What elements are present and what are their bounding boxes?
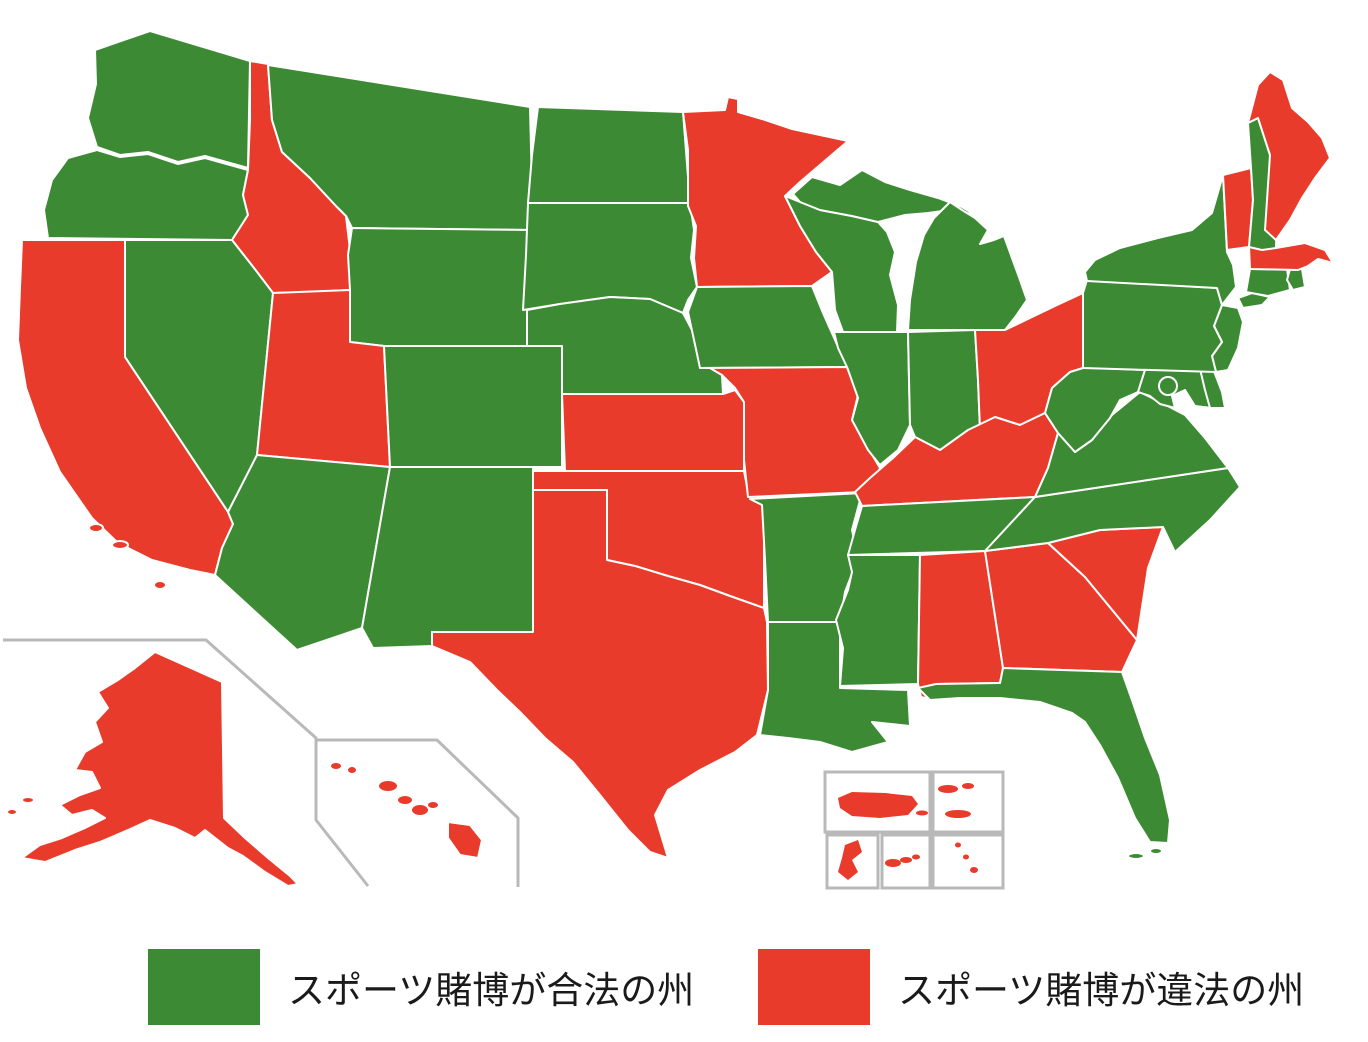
legend-item-legal: スポーツ賭博が合法の州 [148, 949, 694, 1025]
legend: スポーツ賭博が合法の州 スポーツ賭博が違法の州 [0, 948, 1368, 1028]
state-north-dakota [527, 106, 691, 204]
alaska-inset-border [3, 638, 370, 887]
territory-northern-mariana-islands [955, 842, 978, 873]
territory-puerto-rico [838, 792, 928, 818]
territory-us-virgin-islands [938, 783, 974, 818]
illegal-color-swatch [758, 949, 870, 1025]
state-washington [87, 30, 251, 169]
state-california [17, 239, 234, 590]
state-pennsylvania [1082, 279, 1223, 373]
state-texas [431, 489, 769, 859]
state-iowa [687, 285, 848, 369]
legend-item-illegal: スポーツ賭博が違法の州 [758, 949, 1304, 1025]
territory-american-samoa [885, 854, 920, 867]
hawaii-inset-border [316, 738, 520, 887]
state-oregon [43, 149, 249, 241]
state-michigan [792, 169, 1028, 331]
state-tennessee [847, 496, 1036, 556]
northern-marianas-inset-box [931, 833, 1005, 890]
state-hawaii [329, 761, 483, 859]
virgin-islands-inset-box [931, 770, 1005, 834]
legend-label-legal: スポーツ賭博が合法の州 [288, 970, 695, 1011]
territory-guam [838, 840, 862, 880]
us-map [3, 30, 1334, 890]
state-vermont [1222, 167, 1254, 251]
legal-color-swatch [148, 949, 260, 1025]
state-louisiana [759, 621, 911, 753]
state-north-carolina [984, 467, 1241, 553]
state-new-mexico [361, 466, 534, 649]
state-connecticut [1245, 268, 1291, 297]
state-alaska [6, 651, 299, 887]
state-florida [917, 667, 1171, 860]
district-of-columbia-marker [1158, 376, 1178, 396]
state-kansas [561, 389, 745, 472]
state-wyoming [347, 227, 534, 347]
state-maine [1247, 71, 1331, 241]
state-colorado [383, 345, 563, 468]
legend-label-illegal: スポーツ賭博が違法の州 [898, 970, 1305, 1011]
